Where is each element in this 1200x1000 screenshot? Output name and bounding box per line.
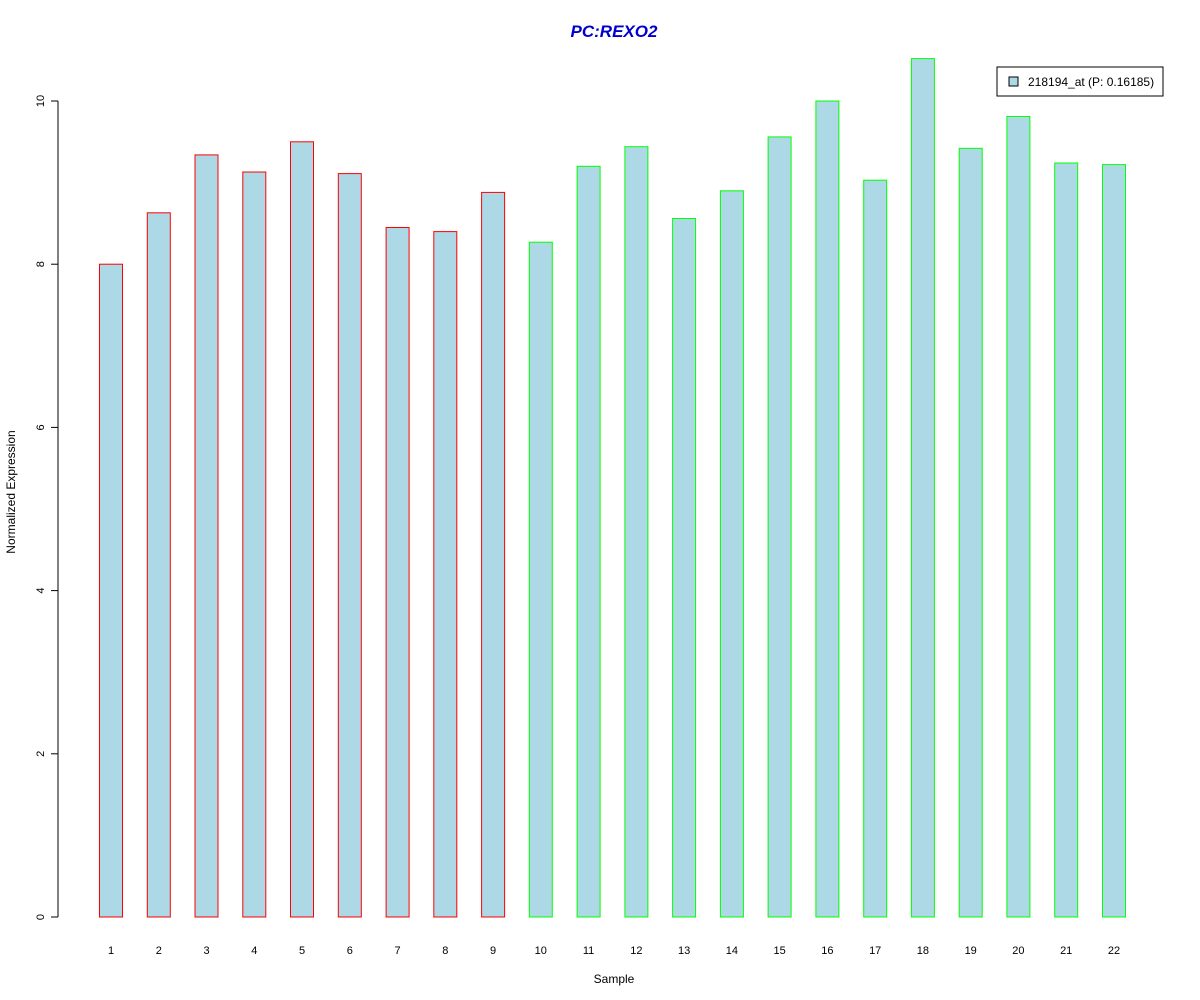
legend-label: 218194_at (P: 0.16185)	[1028, 75, 1154, 89]
x-tick-label: 8	[442, 945, 448, 957]
x-tick-label: 9	[490, 945, 496, 957]
y-tick-label: 0	[35, 914, 47, 920]
chart-title: PC:REXO2	[571, 22, 658, 41]
x-tick-label: 16	[821, 945, 833, 957]
bar-sample-10	[528, 241, 553, 918]
x-tick-label: 22	[1108, 945, 1120, 957]
bar-sample-11	[576, 165, 601, 918]
bar-sample-7	[385, 227, 410, 918]
y-tick-label: 2	[35, 751, 47, 757]
bar-sample-8	[433, 231, 458, 918]
x-tick-label: 3	[203, 945, 209, 957]
bars-group	[99, 58, 1126, 918]
bar-sample-21	[1054, 162, 1079, 918]
bar-sample-6	[337, 173, 362, 918]
y-axis-label: Normalized Expression	[4, 430, 18, 553]
y-tick-label: 10	[35, 95, 47, 107]
bar-sample-18	[910, 58, 935, 918]
x-tick-labels: 1 2 3 4 5 6 7 8 9 10 11 12 13 14 15 16 17 18 19 20 21 22	[108, 945, 1120, 957]
bar-sample-9	[481, 191, 506, 918]
x-axis-label: Sample	[594, 972, 635, 986]
y-tick-label: 8	[35, 261, 47, 267]
bar-sample-5	[290, 141, 314, 918]
x-tick-label: 5	[299, 945, 305, 957]
x-tick-label: 13	[678, 945, 690, 957]
x-tick-label: 14	[726, 945, 738, 957]
x-tick-label: 6	[347, 945, 353, 957]
legend: 218194_at (P: 0.16185)	[996, 66, 1164, 97]
y-tick-label: 4	[35, 588, 47, 594]
bar-sample-15	[767, 136, 792, 918]
legend-swatch	[1008, 76, 1019, 87]
bar-sample-17	[863, 179, 888, 918]
x-tick-label: 10	[535, 945, 547, 957]
bar-sample-19	[958, 147, 983, 918]
legend-box	[996, 66, 1164, 97]
bar-sample-3	[194, 154, 219, 918]
x-tick-label: 12	[630, 945, 642, 957]
x-tick-label: 2	[156, 945, 162, 957]
x-tick-label: 4	[251, 945, 257, 957]
y-axis: 0 2 4 6 8 10	[35, 95, 59, 920]
x-tick-label: 17	[869, 945, 881, 957]
bar-sample-1	[99, 263, 123, 918]
x-tick-label: 1	[108, 945, 114, 957]
x-tick-label: 11	[583, 945, 594, 957]
x-tick-label: 19	[965, 945, 977, 957]
x-tick-label: 15	[773, 945, 785, 957]
bar-sample-2	[146, 212, 171, 918]
bar-sample-14	[719, 190, 744, 918]
y-tick-label: 6	[35, 424, 47, 430]
x-tick-label: 18	[917, 945, 929, 957]
bar-sample-4	[242, 171, 267, 918]
x-tick-label: 20	[1012, 945, 1024, 957]
bar-sample-20	[1006, 116, 1031, 918]
bar-sample-13	[672, 218, 697, 918]
bar-sample-16	[815, 100, 840, 918]
bar-sample-12	[624, 146, 649, 918]
x-tick-label: 7	[395, 945, 401, 957]
bar-sample-22	[1102, 164, 1126, 918]
x-tick-label: 21	[1060, 945, 1072, 957]
